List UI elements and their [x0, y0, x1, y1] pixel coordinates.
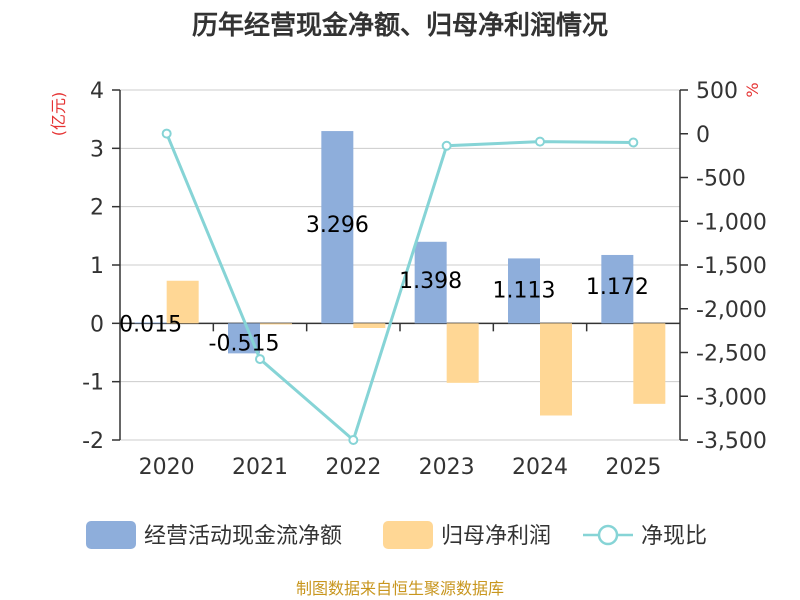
- bars: [134, 131, 666, 416]
- legend-swatch-ratio-marker: [597, 524, 619, 546]
- bar-net-profit: [260, 323, 292, 325]
- right-axis-tick-label: -3,500: [696, 429, 767, 454]
- x-axis-tick-label: 2025: [605, 455, 661, 480]
- bar-net-profit: [633, 323, 666, 404]
- right-axis-unit: %: [743, 82, 762, 97]
- left-axis-tick-label: 4: [90, 79, 104, 104]
- legend-swatch-cashflow: [86, 521, 136, 549]
- data-label-cashflow: 1.113: [493, 278, 556, 303]
- bar-cashflow: [414, 241, 447, 324]
- x-axis-tick-label: 2021: [232, 455, 288, 480]
- left-axis-tick-label: 2: [90, 196, 104, 221]
- chart-title: 历年经营现金净额、归母净利润情况: [192, 10, 608, 41]
- data-label-cashflow: 1.398: [399, 269, 462, 294]
- right-axis-tick-label: -1,500: [696, 254, 767, 279]
- left-axis-tick-label: -2: [82, 429, 104, 454]
- legend-swatch-net-profit: [383, 521, 433, 549]
- left-axis-tick-label: -1: [82, 371, 104, 396]
- legend-label-cashflow: 经营活动现金流净额: [144, 524, 342, 549]
- x-axis-tick-label: 2023: [419, 455, 475, 480]
- ratio-polyline: [165, 133, 634, 443]
- right-axis-tick-label: 0: [696, 123, 710, 148]
- left-axis-unit: (亿元): [49, 92, 68, 137]
- ratio-point: [628, 137, 639, 148]
- data-label-cashflow: -0.515: [209, 331, 280, 356]
- ratio-point: [535, 136, 545, 147]
- left-axis-tick-label: 0: [90, 312, 104, 337]
- source-note: 制图数据来自恒生聚源数据库: [296, 579, 504, 598]
- bar-net-profit: [446, 323, 479, 383]
- right-axis-tick-label: -2,000: [696, 298, 767, 323]
- x-axis-tick-label: 2024: [512, 455, 568, 480]
- right-axis-tick-label: -3,000: [696, 385, 767, 410]
- axes: -2 -1 0 1 2 3 4 -3,500 -3,000 -2,500 -2,000 -1,500 -…: [82, 79, 767, 480]
- bar-cashflow: [134, 322, 167, 324]
- right-axis-tick-label: -500: [696, 167, 746, 192]
- legend-label-ratio: 净现比: [641, 524, 707, 549]
- bar-cashflow: [321, 131, 354, 324]
- x-axis-tick-label: 2020: [139, 455, 195, 480]
- right-axis-tick-label: -2,500: [696, 342, 767, 367]
- bar-cashflow: [508, 258, 540, 324]
- ratio-line: [161, 128, 639, 445]
- right-axis-tick-label: -1,000: [696, 210, 767, 235]
- right-axis-tick-label: 500: [696, 79, 738, 104]
- data-label-cashflow: 3.296: [306, 213, 369, 238]
- data-labels: 0.015 -0.515 3.296 1.398 1.113 1.172: [119, 213, 649, 356]
- legend: 经营活动现金流净额 归母净利润 净现比: [86, 521, 707, 549]
- bar-net-profit: [540, 323, 572, 416]
- bar-net-profit: [353, 323, 386, 328]
- x-axis-tick-label: 2022: [325, 455, 381, 480]
- data-label-cashflow: 1.172: [586, 275, 649, 300]
- ratio-point: [161, 128, 172, 139]
- ratio-point: [348, 435, 359, 445]
- legend-label-net-profit: 归母净利润: [441, 524, 551, 549]
- left-axis-tick-label: 3: [90, 137, 104, 162]
- bar-net-profit: [166, 280, 199, 324]
- ratio-point: [255, 354, 265, 365]
- grid-lines: [120, 89, 680, 441]
- ratio-point: [441, 140, 452, 151]
- data-label-cashflow: 0.015: [119, 312, 182, 337]
- bar-cashflow: [601, 254, 634, 324]
- left-axis-tick-label: 1: [90, 254, 104, 279]
